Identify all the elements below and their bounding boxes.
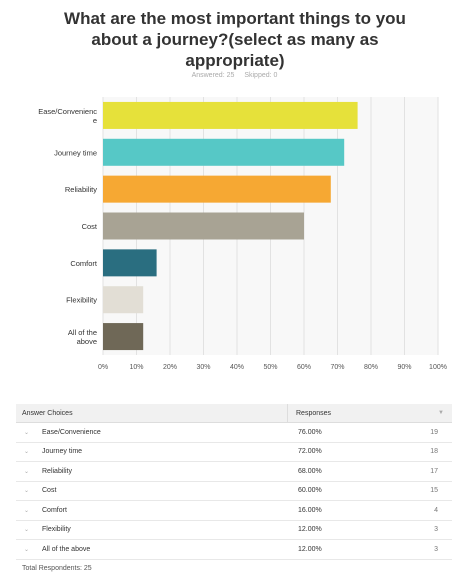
- choice-cell: ⌄ Cost: [16, 487, 288, 494]
- table-row: ⌄ Comfort 16.00% 4: [16, 501, 452, 521]
- x-tick-label: 60%: [297, 364, 311, 371]
- chevron-down-icon[interactable]: ⌄: [24, 507, 30, 514]
- answer-choices-header[interactable]: Answer Choices: [16, 404, 288, 422]
- chevron-down-icon[interactable]: ⌄: [24, 546, 30, 553]
- choice-label: Journey time: [42, 448, 83, 456]
- table-row: ⌄ Reliability 68.00% 17: [16, 462, 452, 482]
- choice-cell: ⌄ Comfort: [16, 507, 288, 514]
- choice-cell: ⌄ Flexibility: [16, 526, 288, 533]
- response-count: 15: [430, 487, 438, 495]
- bar: [103, 286, 144, 314]
- response-count: 3: [434, 526, 438, 534]
- chevron-down-icon[interactable]: ⌄: [24, 488, 30, 495]
- choice-cell: ⌄ Ease/Convenience: [16, 429, 288, 436]
- response-cell: 16.00% 4: [288, 507, 452, 514]
- x-tick-label: 10%: [129, 364, 143, 371]
- category-label: All of the above: [68, 328, 97, 346]
- response-percent: 68.00%: [298, 467, 322, 475]
- response-count: 19: [430, 428, 438, 436]
- category-label: Reliability: [65, 185, 97, 194]
- total-respondents: Total Respondents: 25: [22, 565, 92, 572]
- response-stats: Answered: 25 Skipped: 0: [0, 72, 469, 79]
- response-percent: 60.00%: [298, 487, 322, 495]
- chevron-down-icon[interactable]: ⌄: [24, 429, 30, 436]
- choice-cell: ⌄ Journey time: [16, 448, 288, 455]
- response-cell: 76.00% 19: [288, 429, 452, 436]
- bar: [103, 212, 304, 240]
- sort-chevron-icon[interactable]: ▼: [438, 410, 444, 416]
- response-count: 4: [434, 506, 438, 514]
- chart-title: What are the most important things to yo…: [64, 9, 406, 70]
- response-percent: 76.00%: [298, 428, 322, 436]
- choice-cell: ⌄ All of the above: [16, 546, 288, 553]
- table-row: ⌄ All of the above 12.00% 3: [16, 540, 452, 560]
- choice-label: Reliability: [42, 467, 72, 475]
- x-tick-label: 90%: [397, 364, 411, 371]
- x-tick-label: 40%: [230, 364, 244, 371]
- responses-table: Answer Choices Responses ▼ ⌄ Ease/Conveni…: [16, 404, 452, 578]
- bar: [103, 138, 345, 166]
- response-percent: 16.00%: [298, 506, 322, 514]
- response-cell: 60.00% 15: [288, 487, 452, 494]
- table-row: ⌄ Flexibility 12.00% 3: [16, 521, 452, 540]
- x-tick-label: 100%: [429, 364, 447, 371]
- response-cell: 12.00% 3: [288, 546, 452, 553]
- category-label: Comfort: [70, 259, 98, 268]
- answered-count: Answered: 25: [191, 72, 235, 79]
- response-percent: 12.00%: [298, 545, 322, 553]
- answer-choices-label: Answer Choices: [22, 409, 73, 417]
- choice-label: Flexibility: [42, 526, 71, 534]
- response-cell: 68.00% 17: [288, 468, 452, 475]
- response-cell: 72.00% 18: [288, 448, 452, 455]
- category-label: Journey time: [54, 148, 97, 157]
- category-label: Cost: [82, 222, 98, 231]
- table-row: ⌄ Ease/Convenience 76.00% 19: [16, 423, 452, 443]
- response-count: 3: [434, 545, 438, 553]
- table-row: ⌄ Cost 60.00% 15: [16, 482, 452, 501]
- responses-header[interactable]: Responses ▼: [288, 410, 452, 417]
- chevron-down-icon[interactable]: ⌄: [24, 527, 30, 534]
- x-tick-label: 70%: [330, 364, 344, 371]
- response-cell: 12.00% 3: [288, 526, 452, 533]
- x-tick-label: 30%: [196, 364, 210, 371]
- table-header: Answer Choices Responses ▼: [16, 404, 452, 423]
- category-label: Flexibility: [66, 296, 97, 305]
- response-count: 17: [430, 467, 438, 475]
- response-count: 18: [430, 448, 438, 456]
- x-tick-label: 50%: [263, 364, 277, 371]
- choice-label: All of the above: [42, 545, 91, 553]
- x-tick-label: 20%: [163, 364, 177, 371]
- bar: [103, 175, 331, 203]
- responses-label: Responses: [296, 409, 332, 417]
- bar: [103, 323, 144, 351]
- choice-label: Comfort: [42, 506, 67, 514]
- choice-label: Cost: [42, 487, 57, 495]
- x-tick-label: 0%: [98, 364, 108, 371]
- table-body: ⌄ Ease/Convenience 76.00% 19 ⌄ Journey time 72…: [16, 423, 452, 560]
- chevron-down-icon[interactable]: ⌄: [24, 449, 30, 456]
- bar-chart: 0% 10% 20% 30% 40% 50% 60% 70% 80% 90% 100% Ease/Co…: [38, 97, 447, 371]
- category-label: Ease/Convenienc e: [38, 107, 97, 125]
- bar: [103, 101, 358, 129]
- skipped-count: Skipped: 0: [244, 72, 278, 79]
- response-percent: 12.00%: [298, 526, 322, 534]
- chevron-down-icon[interactable]: ⌄: [24, 468, 30, 475]
- response-percent: 72.00%: [298, 448, 322, 456]
- choice-label: Ease/Convenience: [42, 428, 101, 436]
- x-tick-label: 80%: [364, 364, 378, 371]
- bar: [103, 249, 157, 277]
- choice-cell: ⌄ Reliability: [16, 468, 288, 475]
- table-row: ⌄ Journey time 72.00% 18: [16, 443, 452, 462]
